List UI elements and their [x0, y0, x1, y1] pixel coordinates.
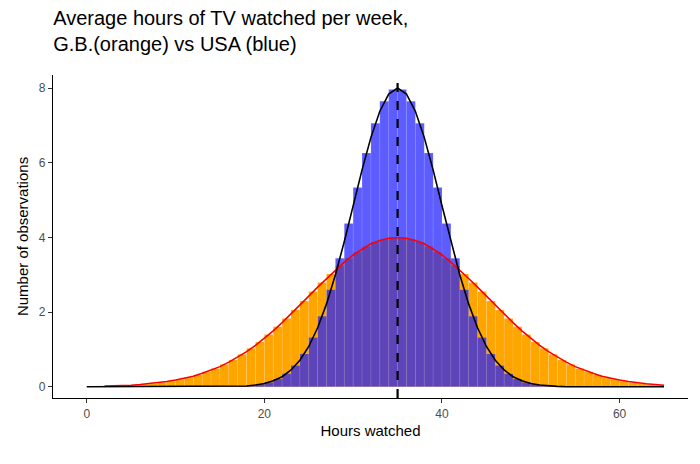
svg-text:8: 8 [39, 81, 46, 95]
svg-text:Average hours of TV watched pe: Average hours of TV watched per week,G.B… [53, 7, 408, 55]
svg-text:0: 0 [39, 380, 46, 394]
svg-text:0: 0 [83, 407, 90, 421]
svg-text:Number of observations: Number of observations [14, 157, 31, 316]
svg-text:Hours watched: Hours watched [320, 422, 420, 439]
svg-text:60: 60 [613, 407, 627, 421]
svg-text:2: 2 [39, 305, 46, 319]
svg-text:4: 4 [39, 231, 46, 245]
svg-text:20: 20 [258, 407, 272, 421]
svg-text:40: 40 [435, 407, 449, 421]
svg-text:6: 6 [39, 156, 46, 170]
